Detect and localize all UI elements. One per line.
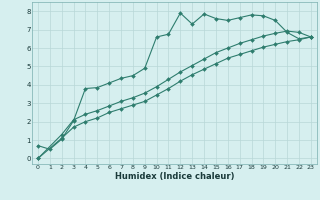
X-axis label: Humidex (Indice chaleur): Humidex (Indice chaleur) [115, 172, 234, 181]
